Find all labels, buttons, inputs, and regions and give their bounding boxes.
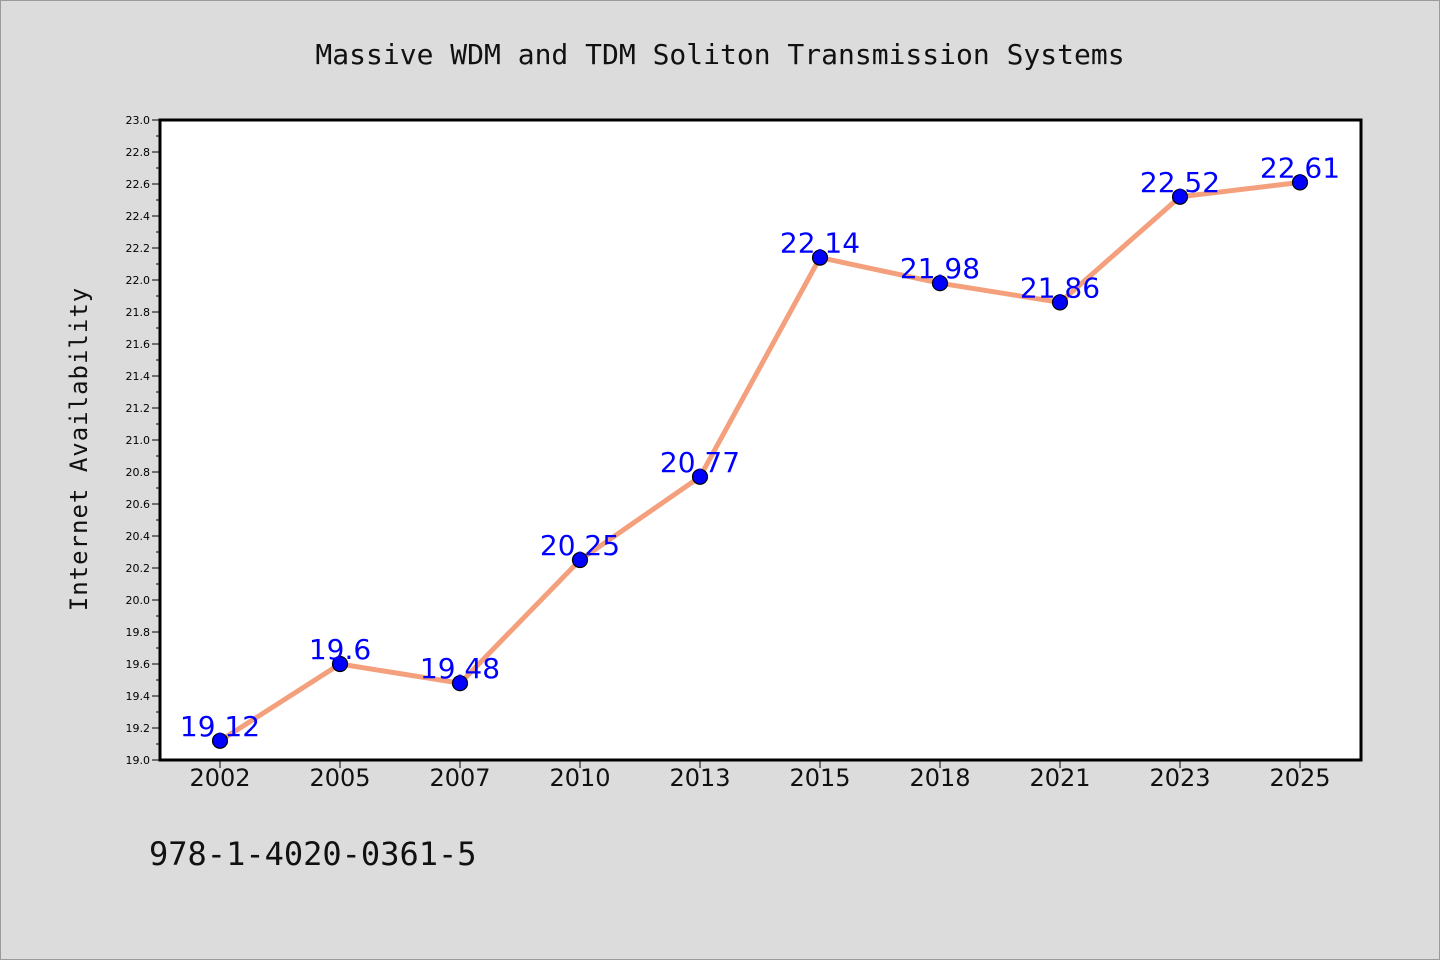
x-tick-label: 2023	[1149, 764, 1210, 792]
data-point	[451, 675, 469, 692]
y-tick-label: 19.0	[126, 754, 151, 767]
data-label: 22.14	[780, 227, 860, 260]
y-tick-label: 20.4	[126, 530, 151, 543]
data-point	[1051, 294, 1069, 311]
data-point	[331, 655, 349, 673]
y-axis-label: Internet Availability	[65, 287, 93, 611]
y-tick-label: 22.6	[126, 178, 151, 191]
data-label: 22.52	[1140, 166, 1220, 199]
x-tick-label: 2013	[669, 764, 730, 792]
data-label: 21.98	[900, 252, 980, 285]
x-tick-label: 2021	[1029, 764, 1090, 792]
data-label: 19.48	[420, 652, 500, 685]
data-point	[811, 249, 829, 266]
y-tick-label: 22.8	[126, 146, 151, 159]
data-point	[1291, 174, 1309, 191]
y-tick-label: 20.0	[126, 594, 151, 607]
data-point	[931, 275, 949, 292]
y-tick-label: 20.8	[126, 466, 151, 479]
y-tick-label: 19.8	[126, 626, 151, 639]
y-tick-label: 22.0	[126, 274, 151, 287]
x-tick-label: 2005	[309, 764, 370, 792]
data-label: 22.61	[1260, 151, 1340, 184]
y-tick-label: 19.6	[126, 658, 151, 671]
data-labels: 19.12 19.6 19.48 20.25 20.77 22.14 21.98 21.86 2…	[180, 151, 1340, 742]
footer-code: 978-1-4020-0361-5	[149, 835, 477, 873]
data-label: 19.6	[309, 633, 371, 666]
series-line	[217, 179, 1303, 744]
x-tick-label: 2010	[549, 764, 610, 792]
data-label: 21.86	[1020, 271, 1100, 304]
y-tick-label: 22.2	[126, 242, 151, 255]
y-tick-label: 21.4	[126, 370, 151, 383]
x-axis-ticks: 2002 2005 2007 2010 2013 2015 2018 2021 2023 2025	[189, 760, 1331, 792]
data-label: 20.77	[660, 446, 740, 479]
data-label: 19.12	[180, 710, 260, 743]
y-tick-label: 20.2	[126, 562, 151, 575]
data-point	[1171, 188, 1189, 205]
y-tick-label: 19.2	[126, 722, 151, 735]
data-label: 20.25	[540, 529, 620, 562]
series-layer	[211, 174, 1309, 749]
x-tick-label: 2015	[789, 764, 850, 792]
y-tick-label: 21.0	[126, 434, 151, 447]
y-tick-label: 21.2	[126, 402, 151, 415]
data-point	[571, 551, 589, 569]
data-point	[691, 468, 709, 485]
y-tick-label: 21.8	[126, 306, 151, 319]
x-tick-label: 2007	[429, 764, 490, 792]
y-tick-label: 23.0	[126, 114, 151, 127]
plot-area	[158, 118, 1363, 762]
y-tick-label: 22.4	[126, 210, 151, 223]
y-tick-label: 21.6	[126, 338, 151, 351]
x-tick-label: 2002	[189, 764, 250, 792]
y-tick-label: 20.6	[126, 498, 151, 511]
data-point	[211, 732, 229, 749]
y-tick-label: 19.4	[126, 690, 151, 703]
x-tick-label: 2018	[909, 764, 970, 792]
chart-title: Massive WDM and TDM Soliton Transmission…	[315, 38, 1124, 71]
x-tick-label: 2025	[1269, 764, 1330, 792]
y-axis-ticks: 19.0 19.2 19.4 19.6 19.8 20.0 20.2 20.4 20.6 20.8…	[126, 114, 160, 767]
